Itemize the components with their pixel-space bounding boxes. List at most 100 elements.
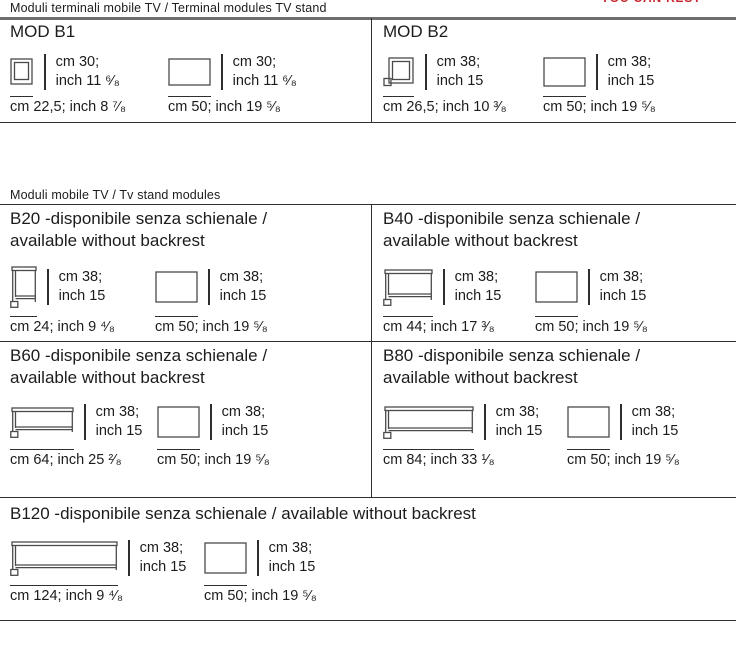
dimension-bar bbox=[484, 404, 486, 440]
dimension-bar bbox=[588, 269, 590, 305]
width-value: cm 50; inch 19 ⁵⁄₈ bbox=[567, 452, 680, 468]
height-cm: cm 38; bbox=[139, 540, 184, 556]
height-cm: cm 38; bbox=[599, 269, 644, 285]
stand-section-label: Moduli mobile TV / Tv stand modules bbox=[10, 188, 221, 202]
front-view-icon bbox=[535, 271, 578, 303]
width-dimension-line bbox=[157, 449, 200, 450]
height-cm: cm 38; bbox=[58, 269, 103, 285]
width-dimension-line bbox=[10, 585, 118, 586]
front-view-icon bbox=[168, 58, 211, 86]
terminal-section-label: Moduli terminali mobile TV / Terminal mo… bbox=[10, 1, 327, 15]
cell-title-it: B40 -disponibile senza schienale / bbox=[383, 209, 641, 228]
height-cm: cm 38; bbox=[268, 540, 313, 556]
width-value: cm 50; inch 19 ⁵⁄₈ bbox=[204, 588, 317, 604]
b120-side-view-icon bbox=[10, 540, 118, 576]
cell-title: MOD B1 bbox=[10, 22, 76, 41]
width-value: cm 50; inch 19 ⁵⁄₈ bbox=[543, 99, 656, 115]
cell-title: B120 -disponibile senza schienale / avai… bbox=[10, 504, 476, 523]
dimension-bar bbox=[128, 540, 130, 576]
height-inch: inch 15 bbox=[268, 559, 316, 575]
cell-mod-b1: MOD B1 cm 30; inch 11 ⁶⁄₈ cm 22,5; inch … bbox=[10, 21, 365, 115]
dimension-bar bbox=[84, 404, 86, 440]
dimension-bar bbox=[208, 269, 210, 305]
rule-stand-top bbox=[0, 204, 736, 206]
front-view-icon bbox=[204, 542, 247, 574]
spec-item: cm 38; inch 15 cm 50; inch 19 ⁵⁄₈ bbox=[535, 264, 648, 335]
cell-b40: B40 -disponibile senza schienale / avail… bbox=[383, 208, 733, 335]
rule-row3 bbox=[0, 497, 736, 499]
dimension-bar bbox=[425, 54, 427, 90]
height-cm: cm 38; bbox=[95, 404, 140, 420]
front-view-icon bbox=[155, 271, 198, 303]
width-value: cm 50; inch 19 ⁵⁄₈ bbox=[168, 99, 281, 115]
cell-title: MOD B2 bbox=[383, 22, 449, 41]
cell-title-en: available without backrest bbox=[383, 231, 578, 250]
height-cm: cm 38; bbox=[631, 404, 676, 420]
width-dimension-line bbox=[10, 316, 37, 317]
height-cm: cm 38; bbox=[454, 269, 499, 285]
cell-b80: B80 -disponibile senza schienale / avail… bbox=[383, 345, 733, 468]
rule-row2 bbox=[0, 341, 736, 343]
dimension-bar bbox=[44, 54, 46, 90]
height-inch: inch 15 bbox=[495, 423, 543, 439]
width-dimension-line bbox=[383, 96, 414, 97]
height-inch: inch 11 ⁶⁄₈ bbox=[55, 73, 120, 89]
height-inch: inch 15 bbox=[607, 73, 655, 89]
spec-item: cm 30; inch 11 ⁶⁄₈ cm 50; inch 19 ⁵⁄₈ bbox=[168, 53, 297, 115]
dimension-bar bbox=[443, 269, 445, 305]
spec-item: cm 38; inch 15 cm 50; inch 19 ⁵⁄₈ bbox=[567, 401, 680, 468]
height-cm: cm 38; bbox=[607, 54, 652, 70]
height-cm: cm 38; bbox=[436, 54, 481, 70]
width-dimension-line bbox=[383, 449, 474, 450]
width-dimension-line bbox=[10, 449, 74, 450]
divider-terminal bbox=[371, 18, 373, 122]
dimension-bar bbox=[47, 269, 49, 305]
rule-bottom bbox=[0, 620, 736, 622]
height-inch: inch 11 ⁶⁄₈ bbox=[232, 73, 297, 89]
width-value: cm 50; inch 19 ⁵⁄₈ bbox=[535, 319, 648, 335]
spec-item: cm 38; inch 15 cm 124; inch 9 ⁴⁄₈ bbox=[10, 537, 204, 604]
cell-title-it: B20 -disponibile senza schienale / bbox=[10, 209, 268, 228]
cell-b120: B120 -disponibile senza schienale / avai… bbox=[10, 503, 730, 604]
height-inch: inch 15 bbox=[58, 288, 106, 304]
spec-item: cm 38; inch 15 cm 24; inch 9 ⁴⁄₈ bbox=[10, 264, 155, 335]
b1-side-view-icon bbox=[10, 58, 33, 85]
height-inch: inch 15 bbox=[95, 423, 143, 439]
height-inch: inch 15 bbox=[436, 73, 484, 89]
height-inch: inch 15 bbox=[219, 288, 267, 304]
height-cm: cm 38; bbox=[495, 404, 540, 420]
spec-item: cm 30; inch 11 ⁶⁄₈ cm 22,5; inch 8 ⁷⁄₈ bbox=[10, 53, 168, 115]
rule-terminal-bottom bbox=[0, 122, 736, 124]
b60-side-view-icon bbox=[10, 406, 74, 438]
spec-item: cm 38; inch 15 cm 84; inch 33 ¹⁄₈ bbox=[383, 401, 567, 468]
width-dimension-line bbox=[155, 316, 198, 317]
width-value: cm 26,5; inch 10 ³⁄₈ bbox=[383, 99, 507, 115]
dimension-bar bbox=[257, 540, 259, 576]
width-value: cm 24; inch 9 ⁴⁄₈ bbox=[10, 319, 115, 335]
cell-b20: B20 -disponibile senza schienale / avail… bbox=[10, 208, 365, 335]
height-cm: cm 30; bbox=[232, 54, 277, 70]
width-value: cm 44; inch 17 ³⁄₈ bbox=[383, 319, 495, 335]
spec-item: cm 38; inch 15 cm 44; inch 17 ³⁄₈ bbox=[383, 264, 535, 335]
width-value: cm 84; inch 33 ¹⁄₈ bbox=[383, 452, 495, 468]
width-value: cm 124; inch 9 ⁴⁄₈ bbox=[10, 588, 123, 604]
spec-item: cm 38; inch 15 cm 64; inch 25 ²⁄₈ bbox=[10, 401, 157, 468]
height-cm: cm 38; bbox=[221, 404, 266, 420]
cell-b60: B60 -disponibile senza schienale / avail… bbox=[10, 345, 365, 468]
dimension-bar bbox=[596, 54, 598, 90]
height-cm: cm 38; bbox=[219, 269, 264, 285]
height-cm: cm 30; bbox=[55, 54, 100, 70]
divider-stand bbox=[371, 204, 373, 497]
cell-mod-b2: MOD B2 cm 38; inch 15 cm 26,5; inch 10 ³… bbox=[383, 21, 733, 115]
width-dimension-line bbox=[168, 96, 211, 97]
b40-side-view-icon bbox=[383, 268, 433, 306]
width-value: cm 64; inch 25 ²⁄₈ bbox=[10, 452, 122, 468]
width-dimension-line bbox=[10, 96, 33, 97]
spec-item: cm 38; inch 15 cm 50; inch 19 ⁵⁄₈ bbox=[543, 53, 656, 115]
rule-top bbox=[0, 17, 736, 20]
cell-title-en: available without backrest bbox=[10, 368, 205, 387]
height-inch: inch 15 bbox=[631, 423, 679, 439]
width-dimension-line bbox=[204, 585, 247, 586]
width-value: cm 50; inch 19 ⁵⁄₈ bbox=[157, 452, 270, 468]
width-dimension-line bbox=[543, 96, 586, 97]
